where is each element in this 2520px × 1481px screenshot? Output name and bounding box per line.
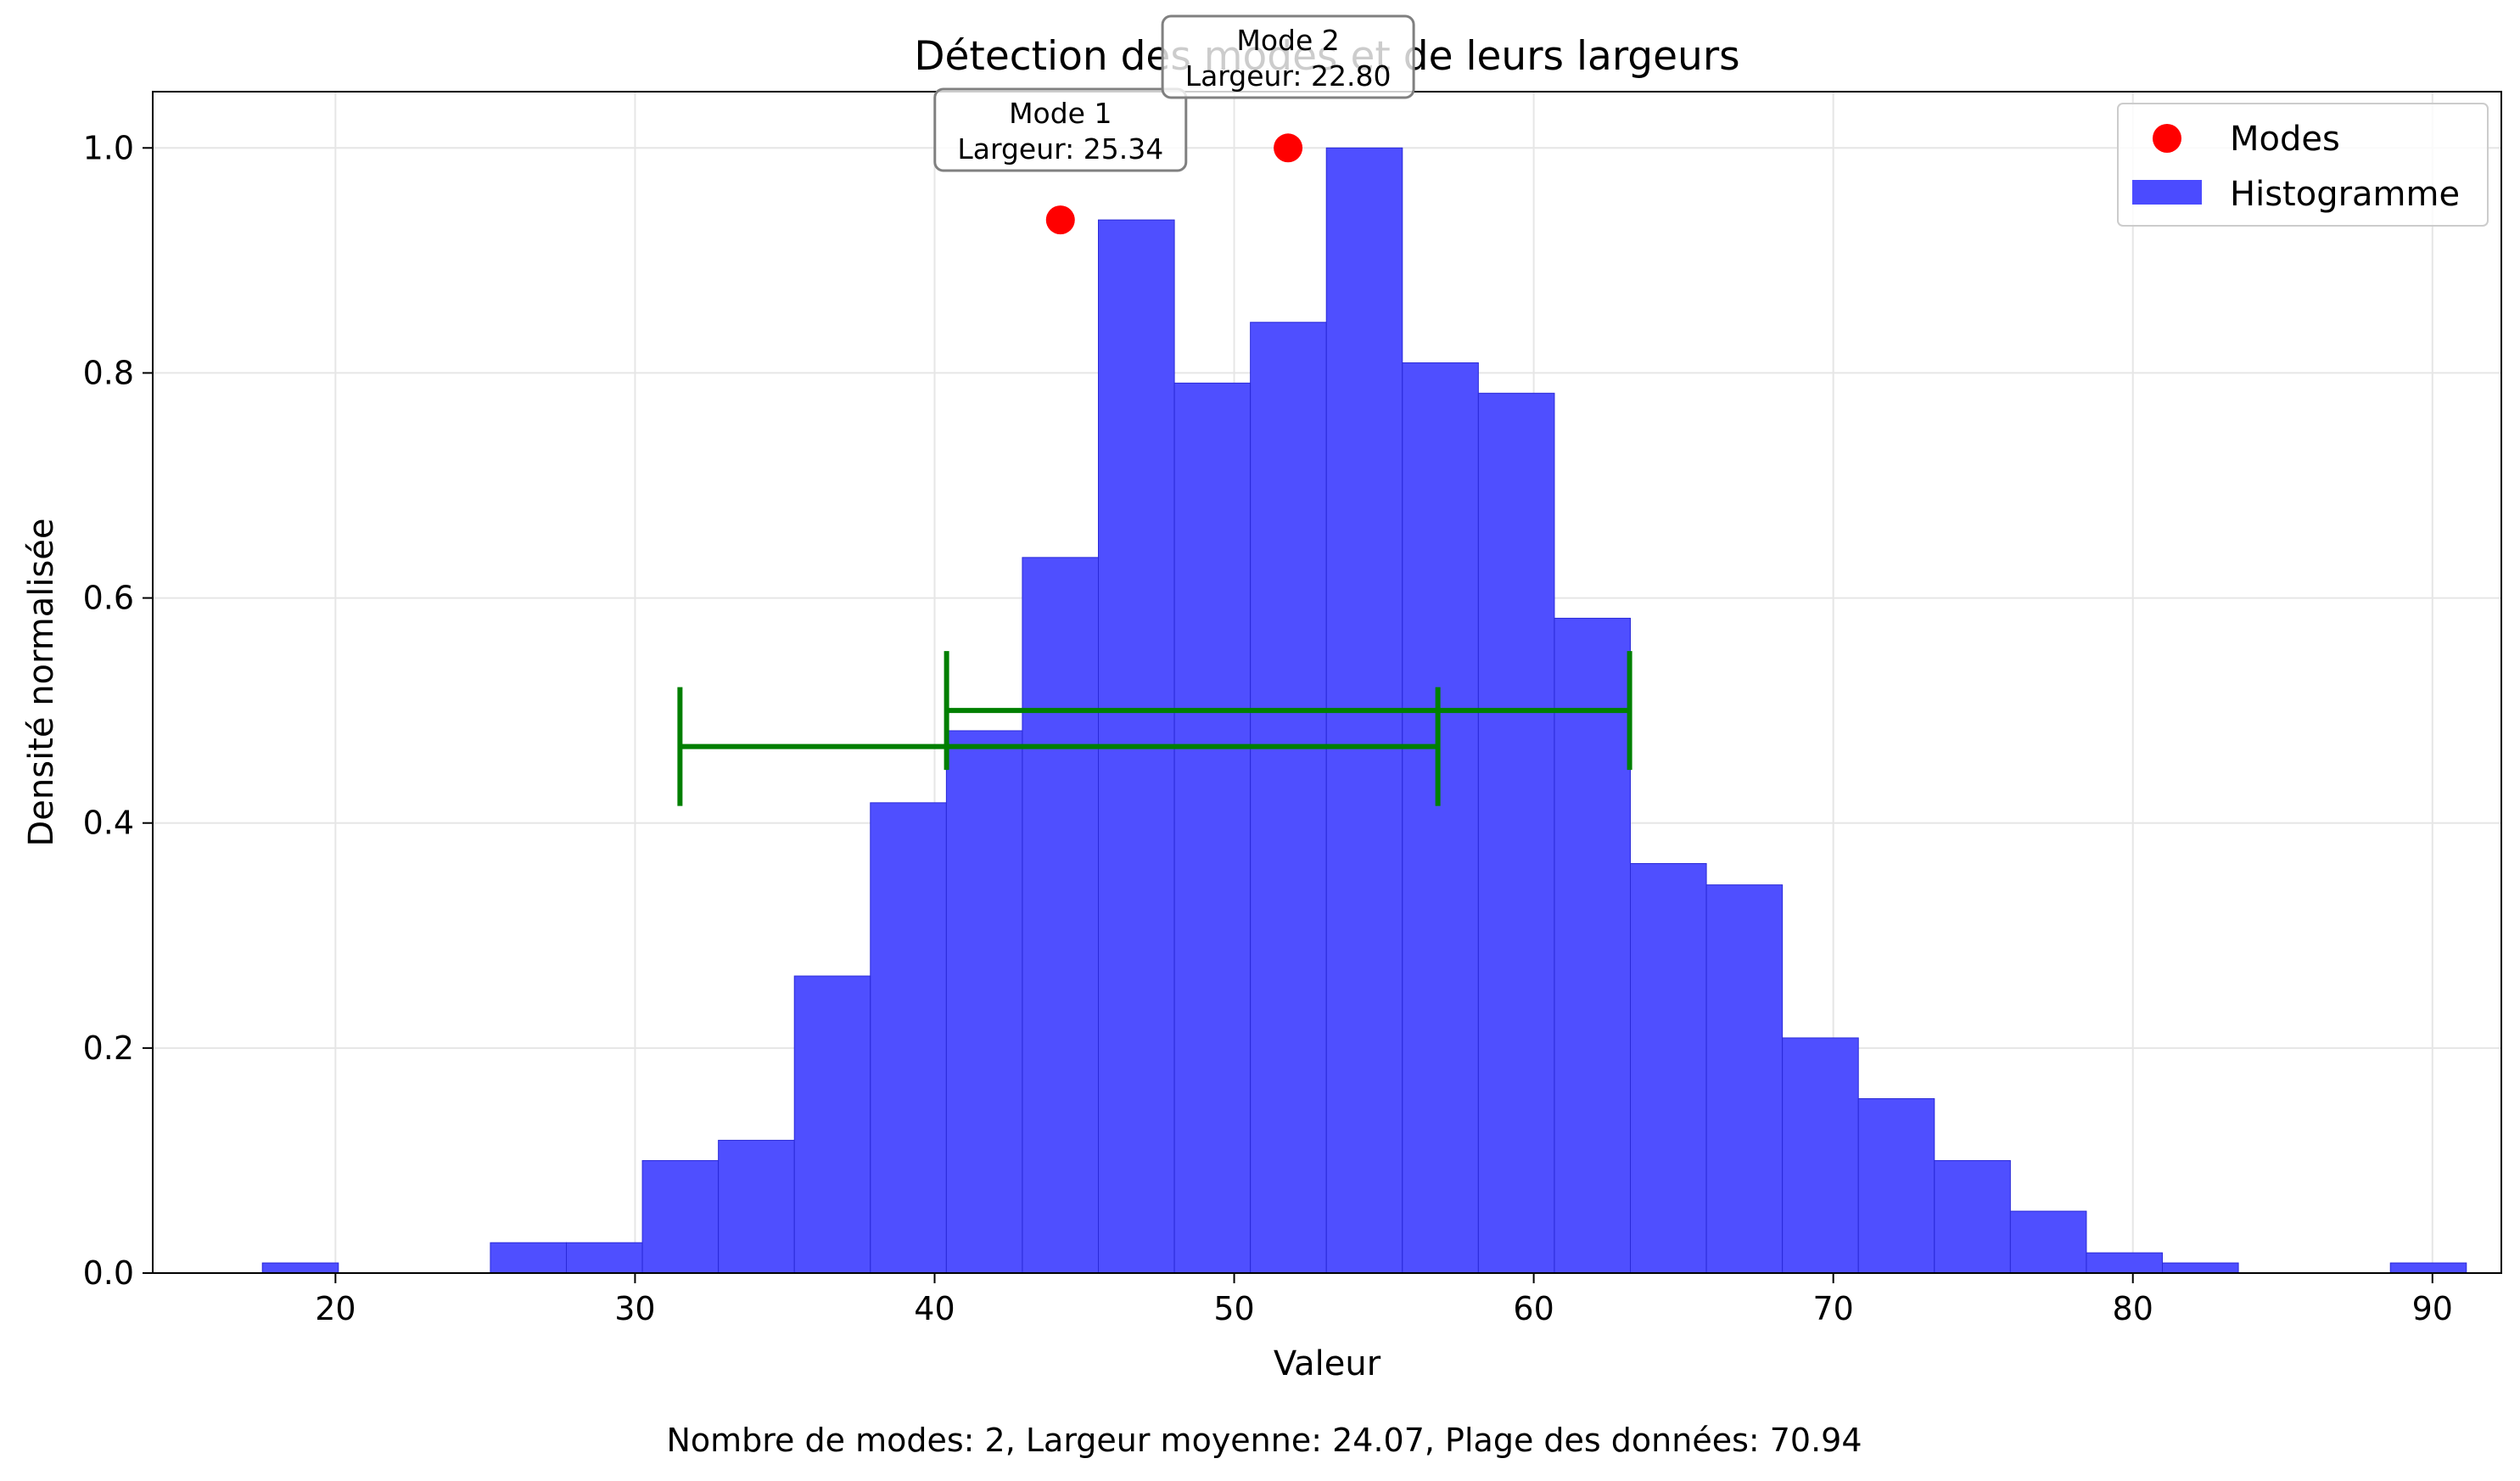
histogram-bar bbox=[1250, 322, 1327, 1274]
histogram-bar bbox=[1173, 382, 1252, 1274]
mode-annotation-width: Largeur: 22.80 bbox=[1185, 59, 1392, 93]
x-tick-label: 50 bbox=[1213, 1290, 1254, 1327]
y-tick-label: 0.0 bbox=[83, 1254, 134, 1292]
mode-point bbox=[1274, 133, 1303, 163]
histogram-bar bbox=[870, 802, 947, 1274]
legend-modes-marker bbox=[2153, 124, 2181, 153]
histogram-bar bbox=[1782, 1037, 1859, 1274]
histogram-bar bbox=[1554, 617, 1632, 1274]
histogram-bar bbox=[793, 975, 871, 1274]
histogram-bar bbox=[1477, 392, 1555, 1274]
legend-box bbox=[2117, 103, 2489, 227]
x-tick-label: 20 bbox=[315, 1290, 356, 1327]
x-axis-label: Valeur bbox=[1274, 1344, 1381, 1383]
histogram-bar bbox=[2086, 1252, 2164, 1274]
mode-annotation-box bbox=[933, 87, 1188, 172]
x-tick-label: 90 bbox=[2412, 1290, 2453, 1327]
histogram-bar bbox=[945, 730, 1023, 1274]
x-tick-label: 80 bbox=[2113, 1290, 2153, 1327]
legend-histogram-label: Histogramme bbox=[2230, 175, 2460, 214]
histogram-bar bbox=[1630, 862, 1707, 1274]
histogram-bar bbox=[2162, 1262, 2239, 1274]
x-tick-label: 30 bbox=[614, 1290, 655, 1327]
histogram-bar bbox=[2009, 1210, 2087, 1274]
axis-ticks: 20 30 40 50 60 70 80 90 0.0 0.2 0.4 0.6 0.8 1.0 bbox=[83, 129, 2453, 1327]
mode-annotation-title: Mode 1 bbox=[1009, 97, 1112, 130]
mode-annotation-title: Mode 2 bbox=[1236, 24, 1339, 57]
y-tick-label: 0.6 bbox=[83, 580, 134, 617]
histogram-bar bbox=[1934, 1159, 2011, 1274]
legend: Modes Histogramme bbox=[2117, 103, 2489, 227]
legend-modes-label: Modes bbox=[2230, 120, 2340, 159]
histogram-bar bbox=[1402, 362, 1479, 1274]
legend-histogram-patch bbox=[2132, 180, 2202, 205]
histogram-bar bbox=[1857, 1098, 1935, 1274]
y-tick-label: 0.8 bbox=[83, 354, 134, 391]
histogram-bar bbox=[566, 1242, 643, 1274]
x-tick-label: 60 bbox=[1513, 1290, 1554, 1327]
mode-point bbox=[1045, 205, 1075, 235]
summary-footer: Nombre de modes: 2, Largeur moyenne: 24.… bbox=[666, 1422, 1862, 1459]
y-axis-label: Densité normalisée bbox=[22, 518, 61, 846]
histogram-bar bbox=[1022, 557, 1100, 1274]
histogram-bar bbox=[641, 1159, 720, 1274]
mode-annotation-box bbox=[1161, 14, 1415, 99]
y-tick-label: 0.2 bbox=[83, 1029, 134, 1067]
histogram-bars bbox=[261, 147, 2467, 1274]
y-tick-label: 0.4 bbox=[83, 805, 134, 842]
mode-annotation-width: Largeur: 25.34 bbox=[957, 132, 1163, 165]
mode-width-bars bbox=[677, 651, 1632, 806]
y-tick-label: 1.0 bbox=[83, 129, 134, 166]
x-tick-label: 70 bbox=[1812, 1290, 1853, 1327]
histogram-bar bbox=[2389, 1262, 2467, 1274]
histogram-bar bbox=[261, 1262, 339, 1274]
mode-points bbox=[1045, 133, 1303, 235]
histogram-bar bbox=[718, 1140, 795, 1274]
x-tick-label: 40 bbox=[914, 1290, 955, 1327]
histogram-bar bbox=[490, 1242, 568, 1274]
histogram-bar bbox=[1705, 884, 1784, 1274]
